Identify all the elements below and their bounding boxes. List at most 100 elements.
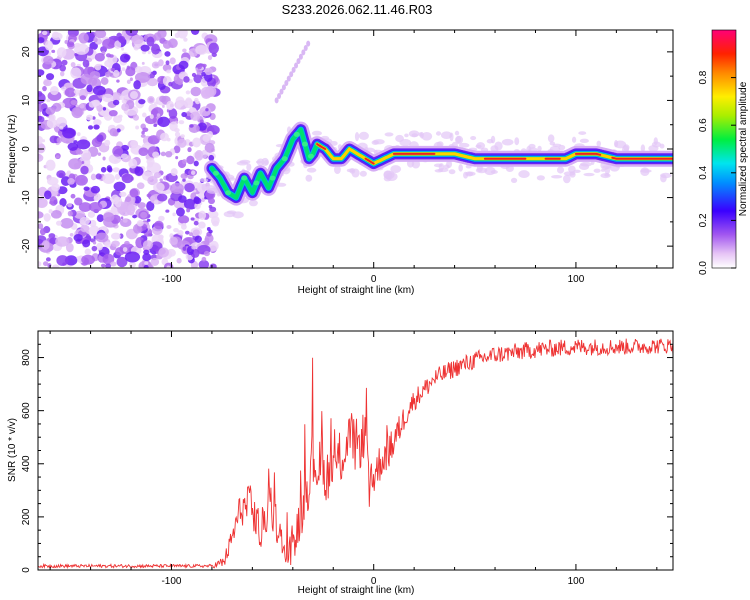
halo-blob	[602, 165, 612, 169]
halo-blob	[408, 130, 420, 138]
noise-blob	[133, 45, 140, 51]
noise-blob	[181, 112, 187, 118]
noise-blob	[60, 217, 74, 229]
noise-blob	[70, 67, 82, 79]
noise-blob	[135, 125, 140, 130]
noise-blob	[201, 71, 206, 77]
stray-blob	[277, 93, 282, 100]
noise-blob	[112, 167, 120, 173]
noise-blob	[120, 144, 130, 151]
noise-blob	[79, 95, 87, 101]
halo-blob	[246, 163, 252, 172]
stray-blob	[298, 53, 303, 60]
noise-blob	[56, 47, 67, 58]
halo-blob	[383, 175, 392, 182]
noise-blob	[81, 160, 85, 165]
noise-blob	[121, 173, 134, 184]
noise-blob	[182, 178, 186, 182]
ridge-core-red	[316, 143, 327, 150]
noise-blob	[152, 151, 160, 158]
noise-blob	[142, 240, 153, 250]
noise-blob	[38, 211, 44, 219]
noise-blob	[143, 264, 149, 268]
noise-blob	[180, 173, 188, 179]
colorbar-tick-label: 0.0	[698, 261, 709, 275]
noise-blob	[75, 174, 88, 186]
noise-blob	[191, 245, 197, 250]
noise-blob	[61, 59, 68, 66]
noise-blob	[142, 127, 149, 132]
noise-blob	[169, 233, 174, 239]
colorbar-tick-label: 0.6	[698, 118, 709, 132]
noise-blob	[137, 202, 146, 209]
noise-blob	[158, 247, 169, 258]
noise-blob	[117, 114, 123, 119]
noise-blob	[132, 114, 139, 121]
noise-blob	[38, 197, 48, 209]
stray-blob	[303, 44, 308, 51]
noise-blob	[73, 233, 83, 242]
noise-blob	[104, 59, 114, 68]
noise-blob	[158, 234, 164, 240]
noise-blob	[150, 241, 163, 252]
noise-blob	[44, 40, 54, 51]
noise-blob	[70, 61, 76, 68]
snr-ytick-label: 600	[21, 402, 32, 419]
noise-blob	[90, 173, 97, 181]
noise-blob	[198, 259, 210, 268]
halo-blob	[351, 168, 360, 178]
noise-blob	[131, 34, 144, 45]
halo-blob	[563, 171, 576, 176]
noise-blob	[205, 85, 217, 97]
snr-ytick-label: 400	[21, 455, 32, 472]
halo-blob	[421, 131, 433, 141]
halo-blob	[494, 141, 503, 151]
noise-blob	[75, 149, 83, 155]
noise-blob	[157, 116, 170, 128]
halo-blob	[470, 136, 477, 141]
noise-blob	[166, 248, 176, 257]
noise-blob	[38, 154, 42, 159]
halo-blob	[436, 141, 444, 148]
halo-blob	[549, 141, 556, 146]
noise-blob	[146, 36, 155, 47]
halo-blob	[556, 166, 565, 174]
halo-blob	[358, 131, 369, 140]
noise-blob	[177, 138, 187, 148]
noise-blob	[198, 210, 207, 220]
noise-blob	[153, 172, 162, 179]
halo-blob	[660, 174, 667, 183]
noise-blob	[87, 125, 94, 130]
noise-blob	[74, 197, 83, 206]
noise-blob	[203, 240, 210, 246]
snr-panel: -100 0 100 0 200 400 600 800 Height of straight…	[7, 330, 674, 596]
halo-blob	[390, 165, 402, 174]
noise-blob	[51, 49, 56, 53]
noise-blob	[182, 246, 187, 251]
noise-blob	[81, 149, 92, 162]
noise-blob	[69, 232, 74, 237]
stray-blob	[289, 71, 294, 78]
halo-blob	[578, 131, 587, 135]
noise-blob	[45, 159, 56, 171]
noise-blob	[146, 158, 155, 165]
halo-blob	[579, 138, 589, 144]
noise-blob	[177, 30, 188, 39]
noise-blob	[183, 98, 194, 109]
noise-blob	[141, 61, 145, 65]
figure-title: S233.2026.062.11.46.R03	[282, 2, 433, 17]
noise-blob	[134, 166, 144, 176]
noise-blob	[207, 131, 214, 139]
noise-blob	[96, 242, 103, 251]
noise-blob	[166, 225, 172, 229]
noise-blob	[144, 115, 157, 125]
noise-blob	[194, 97, 199, 103]
halo-blob	[384, 132, 394, 137]
noise-blob	[111, 232, 121, 240]
noise-blob	[44, 190, 52, 200]
noise-blob	[55, 117, 67, 129]
noise-blob	[56, 170, 66, 179]
noise-blob	[59, 126, 64, 130]
halo-blob	[528, 143, 536, 149]
noise-blob	[124, 251, 141, 263]
